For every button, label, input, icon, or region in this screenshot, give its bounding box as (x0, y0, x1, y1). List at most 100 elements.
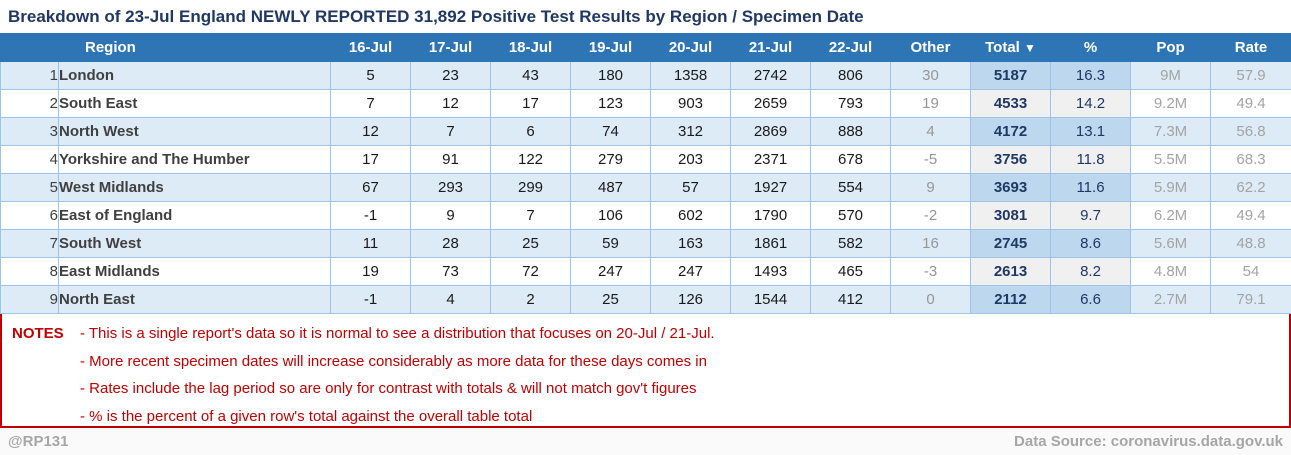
cell-day: 487 (571, 174, 651, 202)
cell-pct: 11.8 (1051, 146, 1131, 174)
cell-day: 203 (651, 146, 731, 174)
cell-day: 903 (651, 90, 731, 118)
cell-rank: 1 (1, 62, 59, 90)
cell-pop: 9.2M (1131, 90, 1211, 118)
cell-day: 5 (331, 62, 411, 90)
cell-total: 2112 (971, 286, 1051, 314)
notes-label: NOTES (2, 320, 80, 347)
cell-day: 247 (571, 258, 651, 286)
cell-day: 582 (811, 230, 891, 258)
notes-lines: - This is a single report's data so it i… (80, 320, 1289, 430)
header-total-label: Total (985, 39, 1020, 56)
cell-day: 19 (331, 258, 411, 286)
header-21-jul: 21-Jul (731, 34, 811, 62)
cell-day: 293 (411, 174, 491, 202)
header-18-jul: 18-Jul (491, 34, 571, 62)
cell-pop: 9M (1131, 62, 1211, 90)
cell-region: South West (59, 230, 331, 258)
sort-descending-icon: ▼ (1024, 41, 1036, 55)
cell-other: -3 (891, 258, 971, 286)
cell-day: 163 (651, 230, 731, 258)
cell-day: 465 (811, 258, 891, 286)
cell-rate: 49.4 (1211, 202, 1291, 230)
cell-pop: 7.3M (1131, 118, 1211, 146)
cell-day: 12 (411, 90, 491, 118)
header-blank (1, 34, 59, 62)
cell-rate: 54 (1211, 258, 1291, 286)
note-line: - More recent specimen dates will increa… (80, 348, 1289, 376)
cell-rate: 62.2 (1211, 174, 1291, 202)
cell-day: 123 (571, 90, 651, 118)
cell-rate: 56.8 (1211, 118, 1291, 146)
cell-rank: 4 (1, 146, 59, 174)
cell-day: 106 (571, 202, 651, 230)
cell-pct: 9.7 (1051, 202, 1131, 230)
cell-day: 4 (411, 286, 491, 314)
cell-rate: 57.9 (1211, 62, 1291, 90)
cell-total: 2613 (971, 258, 1051, 286)
cell-day: 247 (651, 258, 731, 286)
cell-day: 279 (571, 146, 651, 174)
cell-day: 57 (651, 174, 731, 202)
cell-pop: 5.6M (1131, 230, 1211, 258)
cell-other: 0 (891, 286, 971, 314)
header-16-jul: 16-Jul (331, 34, 411, 62)
cell-day: 7 (331, 90, 411, 118)
header-percent: % (1051, 34, 1131, 62)
cell-rank: 6 (1, 202, 59, 230)
cell-day: 2371 (731, 146, 811, 174)
note-line: - This is a single report's data so it i… (80, 320, 1289, 348)
cell-pop: 5.9M (1131, 174, 1211, 202)
header-total-sort[interactable]: Total ▼ (971, 34, 1051, 62)
cell-day: 17 (491, 90, 571, 118)
cell-day: 1790 (731, 202, 811, 230)
notes-box: NOTES - This is a single report's data s… (0, 314, 1291, 428)
cell-total: 4172 (971, 118, 1051, 146)
cell-day: 2 (491, 286, 571, 314)
cell-day: 554 (811, 174, 891, 202)
cell-day: 180 (571, 62, 651, 90)
cell-day: 7 (411, 118, 491, 146)
cell-region: London (59, 62, 331, 90)
cell-total: 4533 (971, 90, 1051, 118)
cell-day: 72 (491, 258, 571, 286)
cell-region: East of England (59, 202, 331, 230)
cell-day: 412 (811, 286, 891, 314)
cell-day: 1493 (731, 258, 811, 286)
cell-day: -1 (331, 202, 411, 230)
cell-day: 1927 (731, 174, 811, 202)
cell-day: 2869 (731, 118, 811, 146)
cell-day: 23 (411, 62, 491, 90)
cell-day: 126 (651, 286, 731, 314)
cell-pct: 14.2 (1051, 90, 1131, 118)
cell-region: Yorkshire and The Humber (59, 146, 331, 174)
report-table: Region 16-Jul 17-Jul 18-Jul 19-Jul 20-Ju… (0, 33, 1291, 314)
cell-day: 11 (331, 230, 411, 258)
cell-pct: 13.1 (1051, 118, 1131, 146)
cell-day: 888 (811, 118, 891, 146)
cell-region: North East (59, 286, 331, 314)
cell-other: 9 (891, 174, 971, 202)
cell-day: 806 (811, 62, 891, 90)
cell-day: 2659 (731, 90, 811, 118)
header-19-jul: 19-Jul (571, 34, 651, 62)
cell-pct: 6.6 (1051, 286, 1131, 314)
cell-day: 122 (491, 146, 571, 174)
header-17-jul: 17-Jul (411, 34, 491, 62)
cell-rate: 79.1 (1211, 286, 1291, 314)
header-pop: Pop (1131, 34, 1211, 62)
cell-rank: 9 (1, 286, 59, 314)
cell-region: East Midlands (59, 258, 331, 286)
cell-rate: 48.8 (1211, 230, 1291, 258)
cell-day: 1544 (731, 286, 811, 314)
cell-day: 678 (811, 146, 891, 174)
header-22-jul: 22-Jul (811, 34, 891, 62)
cell-total: 3081 (971, 202, 1051, 230)
cell-day: 2742 (731, 62, 811, 90)
